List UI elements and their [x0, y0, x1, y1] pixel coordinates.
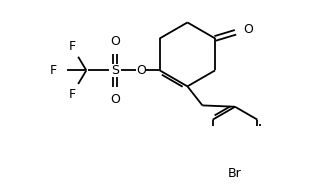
Text: F: F — [69, 88, 76, 101]
Text: S: S — [111, 64, 119, 77]
Text: Br: Br — [228, 167, 242, 180]
Text: O: O — [110, 35, 120, 48]
Text: F: F — [69, 40, 76, 53]
Text: O: O — [244, 23, 254, 36]
Text: O: O — [110, 93, 120, 106]
Text: O: O — [136, 64, 146, 77]
Text: F: F — [50, 64, 57, 77]
